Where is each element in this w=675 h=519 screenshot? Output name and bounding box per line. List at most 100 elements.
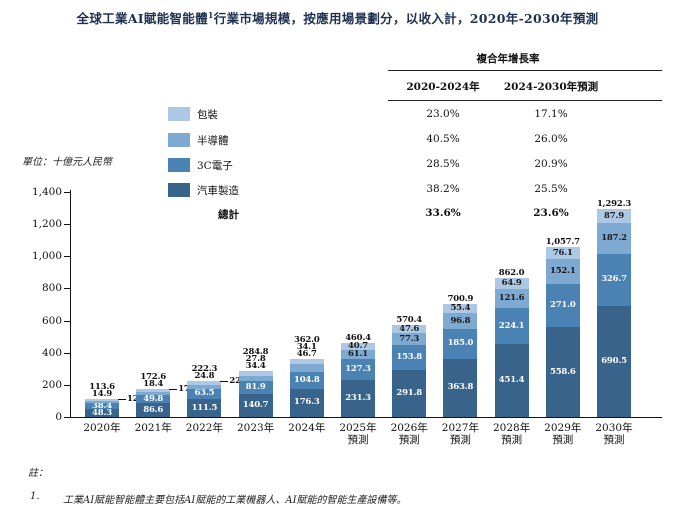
y-axis (70, 190, 71, 418)
bar-total-label: 172.6 (140, 372, 166, 383)
cagr-cell: 23.0% (426, 108, 460, 120)
segment-value-label: 111.5 (191, 402, 218, 413)
legend-label-1: 包裝 (197, 109, 218, 121)
bar-segment (136, 389, 171, 393)
bar-total-label: 570.4 (396, 315, 422, 326)
segment-value-label: 187.2 (601, 232, 627, 243)
segment-value-label: 96.8 (450, 315, 471, 326)
bar-small-segment-label: 27.8 (245, 354, 266, 365)
x-axis-label: 2030年 預測 (595, 422, 633, 446)
bar-segment (494, 278, 529, 289)
cagr-cell: 25.5% (534, 183, 568, 195)
segment-value-label: 87.9 (604, 210, 624, 221)
bar-segment (136, 403, 171, 417)
bar-segment (597, 209, 631, 224)
segment-value-label: 63.5 (194, 388, 215, 399)
bar-segment (392, 345, 427, 371)
segment-value-label: 153.8 (396, 352, 422, 363)
callout-line (169, 389, 178, 391)
segment-value-label: 185.0 (447, 338, 474, 349)
bar-segment (392, 325, 427, 333)
unit-label: 單位：十億元人民幣 (22, 157, 112, 168)
segment-value-label: 61.1 (348, 348, 368, 359)
x-axis-label: 2029年 預測 (544, 422, 582, 446)
page-title: 全球工業AI賦能智能體1行業市場規模，按應用場景劃分，以收入計，2020年-20… (0, 8, 675, 27)
segment-value-label: 690.5 (601, 356, 627, 366)
bar-segment (597, 306, 631, 417)
bar-segment (443, 328, 478, 359)
table-rule-header (388, 100, 662, 101)
page-title-text: 全球工業AI賦能智能體 (76, 11, 208, 26)
bar-segment (289, 388, 324, 417)
bar-segment (187, 388, 222, 400)
bar-total-label: 284.8 (242, 347, 269, 358)
bar-segment (85, 398, 119, 402)
legend-label-4: 汽車製造 (197, 185, 239, 197)
cagr-total-cell: 33.6% (425, 207, 461, 219)
bar-segment (136, 395, 171, 404)
bar-segment (289, 364, 324, 372)
bar-segment (494, 288, 529, 309)
bar-segment (289, 358, 324, 365)
y-tick-label: 200 (41, 378, 62, 391)
y-tick (64, 224, 71, 226)
y-tick (64, 352, 71, 354)
cagr-cell: 40.5% (426, 133, 460, 145)
x-axis-label: 2020年 (83, 422, 121, 434)
bar-segment (443, 313, 478, 329)
bar-small-segment-label: 14.9 (92, 388, 112, 399)
segment-value-label: 363.8 (447, 382, 474, 393)
segment-value-label: 451.4 (498, 375, 525, 386)
bar-segment (545, 259, 580, 284)
note-1-number: 1. (30, 491, 40, 502)
y-tick-label: 400 (41, 346, 62, 359)
bar-segment (238, 371, 273, 376)
y-tick (64, 384, 71, 386)
bar-total-label: 1,057.7 (545, 236, 580, 247)
bar-segment (443, 304, 478, 314)
x-axis-label: 2022年 (185, 422, 223, 434)
y-tick-label: 800 (41, 282, 62, 295)
y-tick-label: 0 (55, 411, 62, 423)
cagr-col-header-1: 2020-2024年 (406, 81, 480, 93)
bar-segment (494, 308, 529, 345)
legend-swatch-4 (168, 183, 190, 197)
cagr-cell: 38.2% (426, 183, 460, 195)
segment-value-label: 76.1 (552, 247, 573, 258)
x-axis-label: 2021年 (134, 422, 172, 434)
table-rule-top (388, 70, 662, 71)
bar-segment (187, 384, 222, 389)
segment-value-label: 77.3 (399, 333, 420, 344)
bar-segment (597, 253, 631, 307)
segment-value-label: 224.1 (498, 320, 525, 331)
y-tick (64, 256, 71, 258)
y-tick (64, 192, 71, 193)
bar-segment (443, 358, 478, 417)
bar-total-label: 113.6 (89, 381, 115, 392)
bar-total-label: 222.3 (191, 364, 218, 375)
legend-total-label: 總計 (218, 209, 239, 221)
segment-value-label: 558.6 (549, 366, 576, 377)
bar-small-segment-label: 46.7 (296, 348, 317, 359)
legend-swatch-2 (168, 133, 190, 147)
bar-segment (238, 394, 273, 417)
segment-value-label: 64.9 (501, 278, 522, 289)
bar-segment (341, 359, 375, 380)
y-tick (64, 320, 71, 322)
bar-segment (238, 381, 273, 395)
bar-segment (289, 371, 324, 389)
footnote-marker: 1 (207, 9, 214, 20)
bar-segment (238, 375, 273, 382)
bar-segment (545, 283, 580, 328)
bar-small-segment-label: 34.1 (296, 341, 317, 352)
cagr-cell: 17.1% (534, 108, 568, 120)
bar-segment (392, 370, 427, 417)
bar-total-label: 1,292.3 (596, 199, 632, 210)
bar-small-segment-label: 24.8 (194, 371, 215, 382)
bar-total-label: 700.9 (447, 294, 474, 305)
y-tick-label: 1,200 (31, 218, 62, 231)
cagr-col-header-2: 2024-2030年預測 (503, 81, 599, 93)
segment-value-label: 55.4 (450, 303, 471, 314)
segment-value-label: 47.6 (399, 323, 420, 334)
